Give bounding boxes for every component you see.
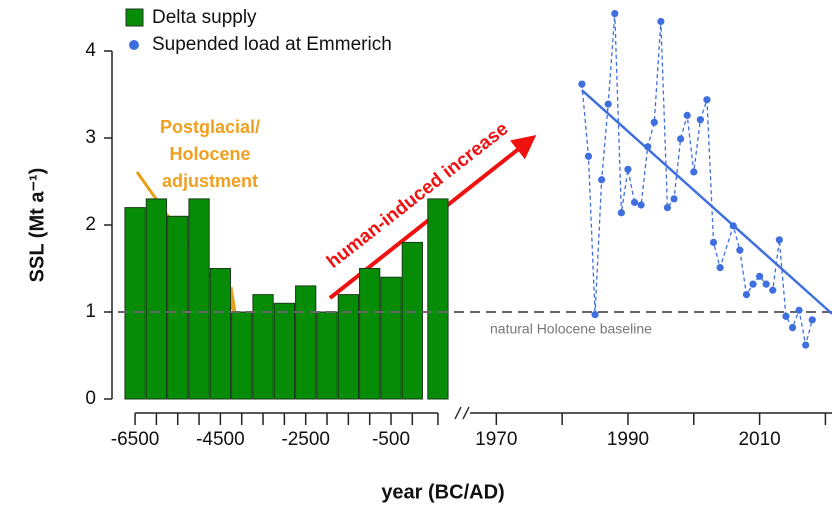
legend: Delta supply Supended load at Emmerich: [125, 7, 392, 55]
bar: [359, 268, 381, 400]
point: [617, 209, 625, 217]
break-mark: [462, 406, 470, 420]
x-tick-label: -4500: [196, 429, 245, 450]
point: [775, 236, 783, 244]
bar: [188, 198, 210, 400]
point: [683, 111, 691, 119]
y-tick-label: 0: [85, 388, 96, 409]
point: [756, 272, 764, 280]
bar: [401, 241, 423, 400]
data-line: [581, 13, 813, 346]
point: [663, 204, 672, 212]
y-tick-label: 3: [85, 127, 96, 148]
bar: [316, 311, 338, 400]
point: [795, 306, 803, 314]
bar: [231, 311, 253, 400]
x-tick-label: -6500: [111, 429, 160, 450]
y-tick-label: 4: [85, 40, 96, 61]
x-tick-label: 1970: [475, 429, 517, 450]
point: [650, 118, 658, 126]
bar: [273, 302, 295, 400]
point: [630, 198, 639, 206]
point: [736, 246, 744, 254]
point: [690, 168, 698, 176]
axis-break: [454, 406, 470, 420]
annotation-line: adjustment: [162, 171, 258, 191]
point: [729, 222, 737, 230]
point: [696, 116, 704, 124]
annotation-line: Postglacial/: [160, 117, 260, 137]
x-tick-label: -2500: [281, 429, 330, 450]
y-tick-label: 1: [85, 301, 96, 322]
legend-label: Supended load at Emmerich: [152, 34, 392, 55]
point: [788, 324, 797, 332]
bar: [145, 198, 168, 400]
point: [769, 286, 777, 294]
bar: [167, 215, 189, 400]
annotation: Postglacial/Holocene adjustment: [160, 117, 260, 191]
point: [598, 176, 606, 184]
point: [716, 264, 724, 272]
baseline-label: natural Holocene baseline: [490, 321, 652, 337]
point: [670, 195, 678, 203]
y-axis-label: SSL (Mt a⁻¹): [26, 168, 48, 283]
point: [637, 201, 645, 209]
point: [709, 238, 718, 246]
y-tick-label: 2: [85, 214, 96, 235]
bar: [295, 285, 317, 400]
x-axis-label: year (BC/AD): [381, 481, 504, 503]
point: [703, 96, 711, 104]
point: [802, 341, 810, 349]
point: [584, 152, 593, 160]
bar: [427, 198, 449, 400]
x-tick-label: -500: [372, 429, 410, 450]
point: [624, 165, 632, 173]
trend-line: [581, 89, 832, 315]
point: [578, 80, 586, 88]
legend-label: Delta supply: [152, 7, 257, 28]
legend-swatch: [125, 8, 144, 27]
point: [742, 291, 751, 299]
legend-swatch: [129, 40, 139, 50]
bar: [252, 294, 274, 400]
point: [762, 280, 770, 288]
x-tick-label: 2010: [738, 429, 780, 450]
x-tick-label: 1990: [607, 429, 649, 450]
bar: [209, 268, 232, 400]
point: [782, 312, 790, 320]
annotation-line: Holocene: [169, 144, 250, 164]
bar: [124, 207, 146, 400]
point: [749, 280, 757, 288]
point: [591, 311, 599, 319]
point: [604, 100, 612, 108]
bar: [337, 294, 359, 400]
point: [808, 316, 816, 324]
point: [611, 9, 619, 18]
point: [644, 143, 652, 151]
break-mark: [454, 406, 462, 420]
point: [657, 17, 665, 26]
bar: [380, 276, 402, 400]
point: [677, 135, 685, 143]
